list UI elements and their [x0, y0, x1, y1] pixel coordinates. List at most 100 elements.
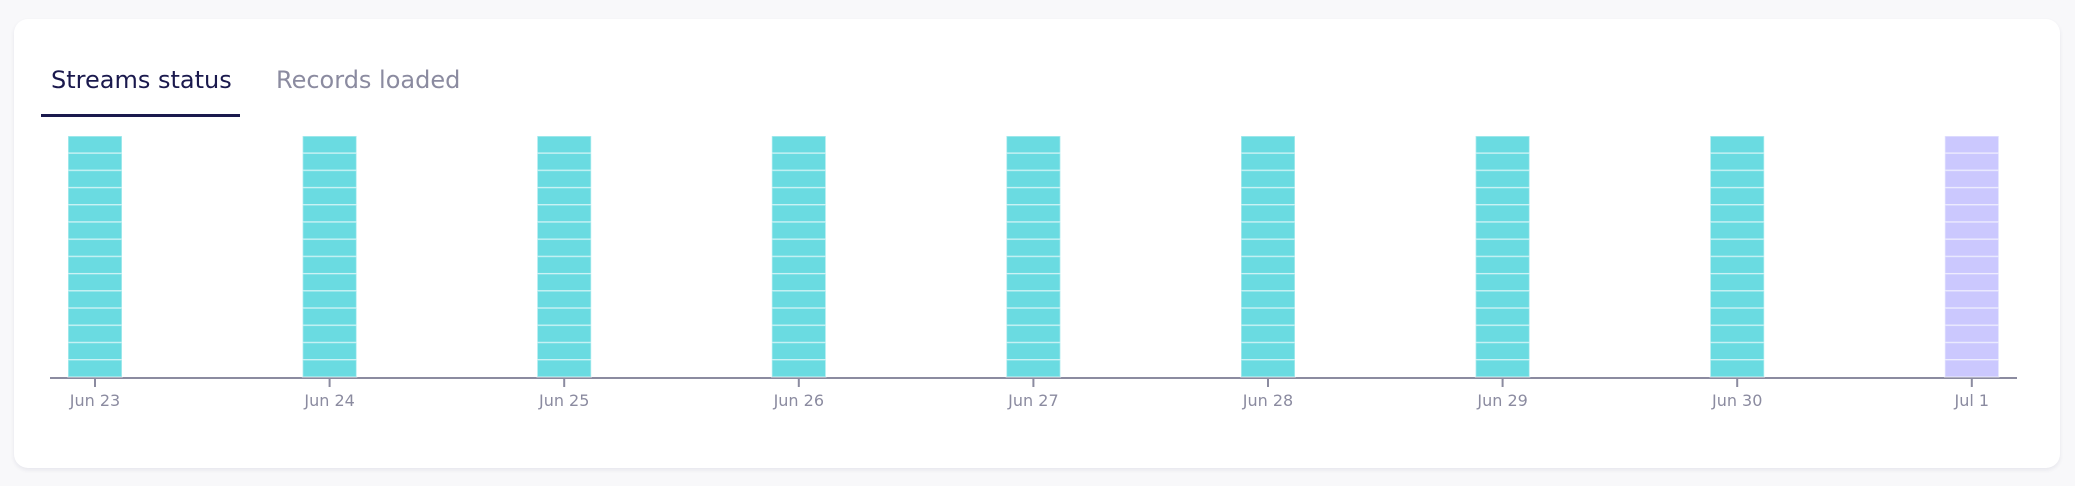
- bar-segment[interactable]: [536, 324, 592, 344]
- bar-segment[interactable]: [1709, 204, 1765, 223]
- bar-segment[interactable]: [1944, 152, 2000, 172]
- bar-segment[interactable]: [1240, 221, 1296, 241]
- bar-segment[interactable]: [1709, 152, 1765, 172]
- bar-segment[interactable]: [1474, 290, 1531, 309]
- bar-segment[interactable]: [1240, 290, 1296, 309]
- bar-segment[interactable]: [1474, 238, 1531, 258]
- bar-segment[interactable]: [1709, 272, 1765, 292]
- bar-segment[interactable]: [301, 255, 358, 275]
- bar-segment[interactable]: [301, 307, 358, 327]
- bar-segment[interactable]: [1005, 324, 1062, 344]
- bar-segment[interactable]: [771, 359, 827, 378]
- bar-segment[interactable]: [67, 290, 123, 309]
- bar-segment[interactable]: [1944, 255, 2000, 275]
- bar-segment[interactable]: [1944, 221, 2000, 241]
- bar-segment[interactable]: [1709, 290, 1765, 309]
- bar-segment[interactable]: [1944, 290, 2000, 309]
- bar-segment[interactable]: [1005, 238, 1062, 258]
- bar-segment[interactable]: [1709, 135, 1765, 154]
- bar-segment[interactable]: [301, 186, 358, 206]
- bar-segment[interactable]: [1240, 359, 1296, 378]
- bar-segment[interactable]: [67, 152, 123, 172]
- bar-segment[interactable]: [67, 255, 123, 275]
- bar-segment[interactable]: [1005, 221, 1062, 241]
- bar-segment[interactable]: [1240, 238, 1296, 258]
- bar-segment[interactable]: [536, 359, 592, 378]
- bar-segment[interactable]: [1709, 238, 1765, 258]
- bar-segment[interactable]: [1474, 135, 1531, 154]
- bar-segment[interactable]: [1709, 341, 1765, 361]
- bar-segment[interactable]: [67, 359, 123, 378]
- bar-segment[interactable]: [536, 169, 592, 189]
- bar-segment[interactable]: [1240, 186, 1296, 206]
- bar-segment[interactable]: [301, 359, 358, 378]
- bar-segment[interactable]: [536, 341, 592, 361]
- bar-segment[interactable]: [771, 152, 827, 172]
- bar-segment[interactable]: [1240, 204, 1296, 223]
- bar-segment[interactable]: [1474, 255, 1531, 275]
- bar-segment[interactable]: [536, 152, 592, 172]
- bar-segment[interactable]: [1944, 169, 2000, 189]
- bar-segment[interactable]: [301, 341, 358, 361]
- bar-segment[interactable]: [771, 272, 827, 292]
- bar-segment[interactable]: [1005, 169, 1062, 189]
- bar-segment[interactable]: [1005, 186, 1062, 206]
- bar-segment[interactable]: [536, 238, 592, 258]
- bar-segment[interactable]: [301, 169, 358, 189]
- bar-segment[interactable]: [1944, 272, 2000, 292]
- bar-segment[interactable]: [1709, 324, 1765, 344]
- bar-segment[interactable]: [1005, 272, 1062, 292]
- bar-segment[interactable]: [67, 238, 123, 258]
- bar-segment[interactable]: [536, 290, 592, 309]
- bar-segment[interactable]: [301, 290, 358, 309]
- bar-segment[interactable]: [1240, 255, 1296, 275]
- bar-segment[interactable]: [1709, 307, 1765, 327]
- tab-streams-status[interactable]: Streams status: [51, 66, 232, 94]
- bar-segment[interactable]: [1005, 307, 1062, 327]
- bar-segment[interactable]: [1474, 307, 1531, 327]
- bar-segment[interactable]: [67, 221, 123, 241]
- bar-segment[interactable]: [771, 307, 827, 327]
- bar-segment[interactable]: [67, 324, 123, 344]
- bar-segment[interactable]: [1709, 221, 1765, 241]
- bar-segment[interactable]: [67, 169, 123, 189]
- bar-segment[interactable]: [67, 135, 123, 154]
- bar-segment[interactable]: [1474, 272, 1531, 292]
- bar-segment[interactable]: [1240, 324, 1296, 344]
- bar-segment[interactable]: [67, 186, 123, 206]
- bar-segment[interactable]: [1709, 359, 1765, 378]
- bar-segment[interactable]: [771, 238, 827, 258]
- bar-segment[interactable]: [771, 186, 827, 206]
- bar-segment[interactable]: [301, 272, 358, 292]
- bar-segment[interactable]: [1474, 152, 1531, 172]
- bar-segment[interactable]: [1944, 359, 2000, 378]
- bar-segment[interactable]: [301, 204, 358, 223]
- bar-segment[interactable]: [1474, 324, 1531, 344]
- bar-segment[interactable]: [1240, 152, 1296, 172]
- bar-segment[interactable]: [301, 152, 358, 172]
- bar-segment[interactable]: [1944, 341, 2000, 361]
- bar-segment[interactable]: [1709, 186, 1765, 206]
- bar-segment[interactable]: [771, 221, 827, 241]
- bar-segment[interactable]: [67, 272, 123, 292]
- bar-segment[interactable]: [301, 135, 358, 154]
- bar-segment[interactable]: [536, 221, 592, 241]
- bar-segment[interactable]: [1240, 272, 1296, 292]
- bar-segment[interactable]: [1709, 169, 1765, 189]
- bar-segment[interactable]: [1474, 169, 1531, 189]
- bar-segment[interactable]: [1240, 135, 1296, 154]
- bar-segment[interactable]: [1944, 238, 2000, 258]
- bar-segment[interactable]: [1240, 307, 1296, 327]
- bar-segment[interactable]: [536, 186, 592, 206]
- bar-segment[interactable]: [536, 204, 592, 223]
- bar-segment[interactable]: [1240, 169, 1296, 189]
- bar-segment[interactable]: [1005, 290, 1062, 309]
- bar-segment[interactable]: [1005, 359, 1062, 378]
- bar-segment[interactable]: [771, 255, 827, 275]
- bar-segment[interactable]: [536, 255, 592, 275]
- bar-segment[interactable]: [771, 341, 827, 361]
- bar-segment[interactable]: [536, 307, 592, 327]
- bar-segment[interactable]: [301, 221, 358, 241]
- bar-segment[interactable]: [67, 307, 123, 327]
- bar-segment[interactable]: [536, 135, 592, 154]
